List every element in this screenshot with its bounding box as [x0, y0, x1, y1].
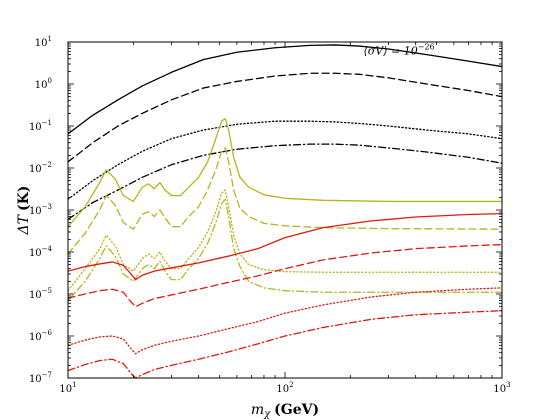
series-line-6 — [68, 189, 502, 292]
series-line-9 — [68, 243, 502, 308]
y-tick-label: 10−7 — [29, 371, 52, 385]
y-tick-label: 10−4 — [29, 245, 53, 259]
series-line-4 — [68, 117, 502, 228]
series-line-2 — [68, 120, 502, 200]
x-tick-label: 103 — [493, 381, 510, 395]
y-tick-label: 10−6 — [29, 329, 53, 343]
series-line-1 — [68, 72, 502, 163]
annotation-exp: −26 — [418, 43, 435, 52]
x-axis-sub: χ — [263, 409, 271, 420]
y-tick-label: 10−2 — [29, 161, 52, 175]
labels-layer: 10−7 10−6 10−5 10−4 10−3 10−2 10−1 100 101 101 102… — [29, 35, 511, 395]
y-axis-unit: (K) — [16, 186, 32, 211]
series-line-3 — [68, 143, 502, 220]
x-tick-label: 102 — [276, 381, 293, 395]
series-line-8 — [68, 212, 502, 281]
y-tick-label: 10−3 — [29, 203, 52, 217]
x-tick-label: 101 — [59, 381, 76, 395]
series-line-0 — [68, 44, 502, 135]
series-layer — [68, 44, 502, 378]
y-tick-label: 101 — [35, 35, 52, 49]
series-line-5 — [68, 147, 502, 255]
series-line-10 — [68, 287, 502, 355]
series-line-7 — [68, 198, 502, 302]
annotation-lhs: ⟨σV⟩ = 10 — [363, 45, 417, 58]
y-tick-label: 10−1 — [29, 119, 52, 133]
y-tick-label: 10−5 — [29, 287, 52, 301]
y-tick-label: 100 — [35, 77, 52, 91]
y-axis-var: ΔT — [16, 213, 32, 235]
y-axis-title: ΔT (K) — [16, 186, 32, 236]
cross-section-annotation: ⟨σV⟩ = 10−26 — [363, 43, 434, 58]
x-axis-title: mχ (GeV) — [251, 402, 319, 420]
ticks-layer — [67, 41, 503, 379]
x-axis-unit: (GeV) — [274, 402, 319, 418]
series-line-11 — [68, 310, 502, 378]
x-axis-var: m — [251, 402, 264, 418]
plot-frame — [67, 41, 503, 379]
